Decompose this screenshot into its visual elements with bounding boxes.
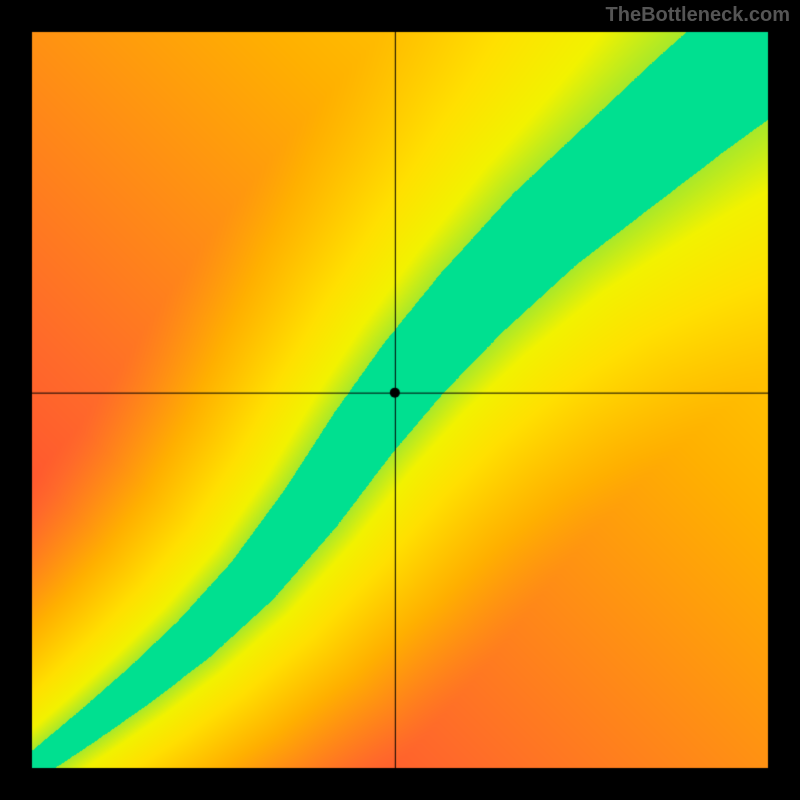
watermark-text: TheBottleneck.com — [606, 4, 790, 27]
chart-container: TheBottleneck.com — [0, 0, 800, 800]
heatmap-canvas — [0, 0, 800, 800]
